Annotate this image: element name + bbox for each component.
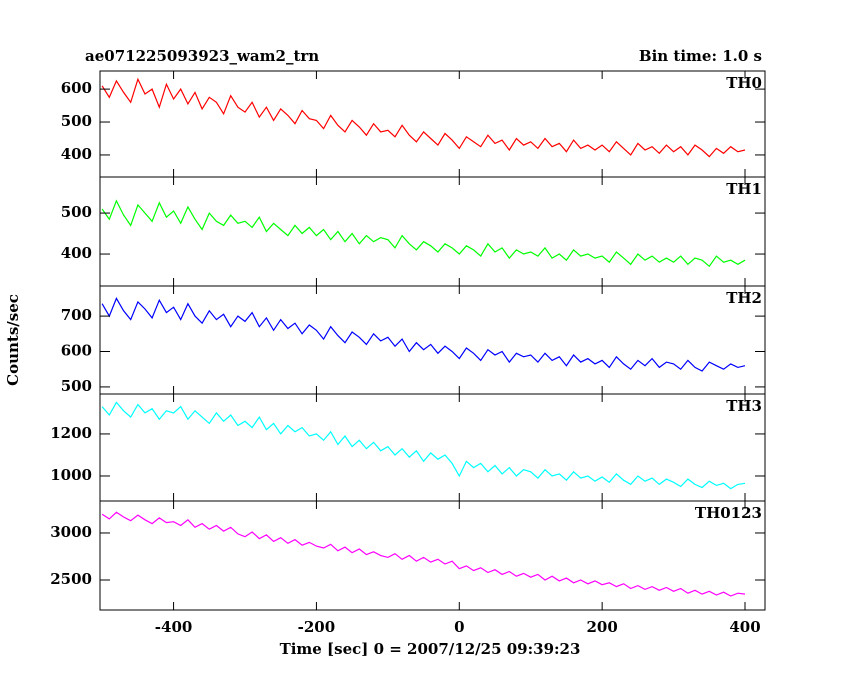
series-line <box>101 77 746 158</box>
series-label: TH2 <box>726 289 762 307</box>
chart-subtitle: Bin time: 1.0 s <box>639 47 762 65</box>
x-tick-label: 0 <box>454 618 464 636</box>
x-tick-label: 200 <box>586 618 617 636</box>
x-axis-label: Time [sec] 0 = 2007/12/25 09:39:23 <box>280 640 581 658</box>
y-tick-label: 3000 <box>50 523 92 541</box>
y-tick-label: 2500 <box>50 570 92 588</box>
y-tick-label: 400 <box>61 244 92 262</box>
y-tick-label: 500 <box>61 203 92 221</box>
series-label: TH0 <box>726 74 762 92</box>
series-label: TH1 <box>726 180 762 198</box>
x-tick-label: -200 <box>298 618 336 636</box>
y-tick-label: 600 <box>61 79 92 97</box>
y-tick-label: 600 <box>61 342 92 360</box>
series-line <box>101 401 746 490</box>
y-tick-label: 500 <box>61 377 92 395</box>
series-line <box>101 199 746 268</box>
chart-title: ae071225093923_wam2_trn <box>85 47 319 65</box>
series-line <box>101 297 746 372</box>
y-tick-label: 1000 <box>50 466 92 484</box>
series-line <box>101 511 746 597</box>
x-tick-label: 400 <box>729 618 760 636</box>
panel-frame <box>99 500 766 611</box>
series-label: TH3 <box>726 397 762 415</box>
y-tick-label: 700 <box>61 306 92 324</box>
series-label: TH0123 <box>695 504 762 522</box>
y-tick-label: 400 <box>61 145 92 163</box>
y-tick-label: 1200 <box>50 424 92 442</box>
y-axis-label: Counts/sec <box>4 294 22 386</box>
y-tick-label: 500 <box>61 112 92 130</box>
x-tick-label: -400 <box>155 618 193 636</box>
